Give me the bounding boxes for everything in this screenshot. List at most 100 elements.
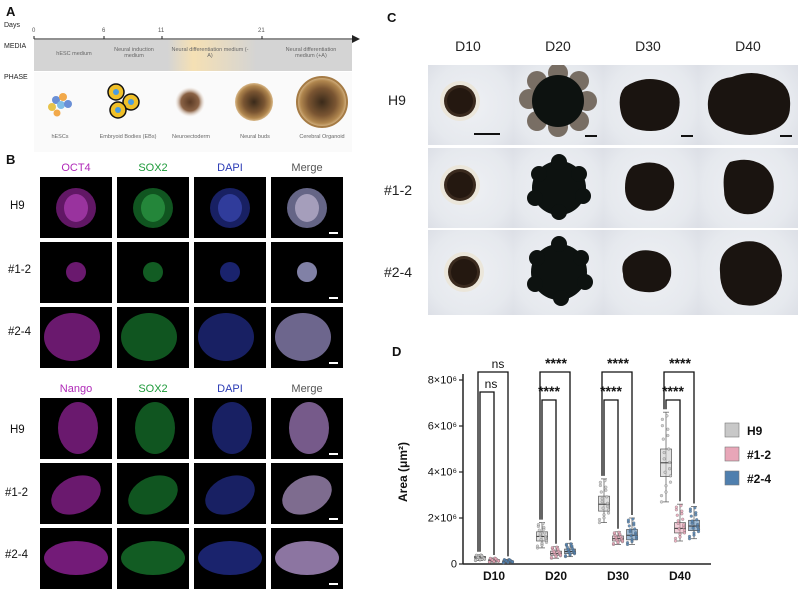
- significance-bracket-outer: [663, 371, 695, 504]
- data-point: [537, 528, 541, 532]
- micrograph-dapi-2-4: [194, 307, 266, 368]
- data-point: [629, 534, 633, 538]
- data-point: [676, 521, 680, 525]
- micrograph-dapib-2-4: [194, 528, 266, 589]
- data-point: [678, 532, 682, 536]
- top-header-oct4: OCT4: [61, 162, 91, 174]
- data-point: [679, 504, 683, 508]
- data-point: [681, 517, 685, 521]
- organoid-2-4-d20: [513, 230, 603, 315]
- micrograph-merge-h9: [271, 177, 343, 238]
- x-tick-label: D30: [607, 569, 629, 583]
- bottom-header-dapi: DAPI: [217, 383, 243, 395]
- bottom-row-h9: H9: [10, 424, 25, 436]
- legend-label: #2-4: [747, 472, 771, 486]
- scale-bar: [780, 135, 792, 137]
- data-point: [606, 511, 611, 515]
- micrograph-merge-1-2: [271, 242, 343, 303]
- data-point: [693, 506, 697, 510]
- data-point: [552, 550, 556, 554]
- data-point: [662, 451, 666, 455]
- data-point: [618, 532, 622, 536]
- significance-label-inner: ****: [600, 383, 622, 399]
- data-point: [543, 531, 547, 535]
- data-point: [668, 460, 672, 464]
- significance-bracket-inner: [665, 399, 681, 502]
- significance-bracket-outer: [539, 371, 571, 541]
- data-point: [541, 522, 545, 526]
- day-tick-0: 0: [32, 28, 36, 34]
- phase-ebs: Embryoid Bodies (EBs): [99, 134, 157, 140]
- day-tick-11: 11: [158, 28, 165, 34]
- significance-bracket-inner: [603, 399, 619, 529]
- data-point: [614, 535, 618, 540]
- organoid-2-4-d30: [603, 230, 698, 315]
- data-point: [627, 524, 631, 528]
- data-point: [480, 554, 484, 558]
- data-point: [667, 447, 671, 451]
- panel-c-label: C: [387, 10, 397, 25]
- data-point: [674, 508, 678, 512]
- legend-swatch: [724, 422, 740, 438]
- data-point: [673, 536, 678, 540]
- phase-cerebral-organoid: Cerebral Organoid: [299, 134, 345, 140]
- cerebral-organoid-icon: [296, 76, 348, 128]
- data-point: [606, 501, 610, 505]
- panel-a-label: A: [6, 4, 16, 19]
- micrograph-sox2-1-2: [117, 242, 189, 303]
- significance-bracket-inner: [479, 391, 495, 556]
- data-point: [612, 531, 616, 535]
- data-point: [680, 512, 684, 516]
- data-point: [600, 500, 604, 504]
- data-point: [668, 474, 673, 478]
- data-point: [556, 547, 560, 551]
- organoid-h9-d30: [603, 65, 698, 145]
- data-point: [626, 518, 630, 522]
- data-point: [692, 531, 696, 535]
- significance-label-outer: ns: [492, 357, 505, 371]
- col-d20: D20: [545, 38, 571, 54]
- data-point: [620, 539, 625, 543]
- data-point: [602, 513, 606, 517]
- hesc-cluster-icon: [48, 93, 72, 117]
- data-point: [688, 507, 692, 511]
- data-point: [682, 525, 686, 529]
- data-point: [628, 528, 632, 532]
- data-point: [563, 554, 568, 558]
- day-tick-21: 21: [258, 28, 265, 34]
- area-chart: 0 2×10⁶ 4×10⁶ 6×10⁶ 8×10⁶ Area (μm²) D10 ns ns D2…: [396, 355, 771, 583]
- y-axis-label: Area (μm²): [396, 442, 410, 502]
- legend-label: H9: [747, 424, 763, 438]
- micrograph-sox2-h9: [117, 177, 189, 238]
- y-tick-label: 8×10⁶: [428, 375, 457, 387]
- data-point: [611, 542, 616, 546]
- organoid-2-4-d40: [698, 230, 798, 315]
- significance-bracket-outer: [477, 371, 509, 557]
- micrograph-mergeb-1-2: [271, 463, 343, 524]
- micrograph-oct4-1-2: [40, 242, 112, 303]
- data-point: [674, 505, 678, 509]
- scale-bar: [329, 583, 338, 585]
- significance-bracket-outer: [601, 371, 633, 515]
- scale-bar: [329, 362, 338, 364]
- data-point: [550, 546, 554, 550]
- data-point: [474, 553, 478, 557]
- top-row-2-4: #2-4: [8, 326, 32, 338]
- data-point: [666, 433, 670, 438]
- significance-label-inner: ns: [485, 377, 498, 391]
- days-label: Days: [4, 22, 20, 29]
- media-diff-plus: Neural differentiation medium (+A): [285, 47, 337, 59]
- data-point: [606, 508, 611, 512]
- phase-label: PHASE: [4, 74, 28, 81]
- bottom-header-nango: Nango: [59, 383, 93, 395]
- data-point: [689, 514, 693, 518]
- data-point: [677, 527, 681, 531]
- data-point: [632, 521, 636, 525]
- box: [688, 519, 700, 532]
- data-point: [603, 479, 607, 483]
- significance-label-outer: ****: [545, 355, 567, 371]
- organoid-h9-d20: [513, 63, 603, 145]
- x-tick-label: D40: [669, 569, 691, 583]
- data-point: [676, 519, 680, 523]
- panel-d-label: D: [392, 344, 402, 359]
